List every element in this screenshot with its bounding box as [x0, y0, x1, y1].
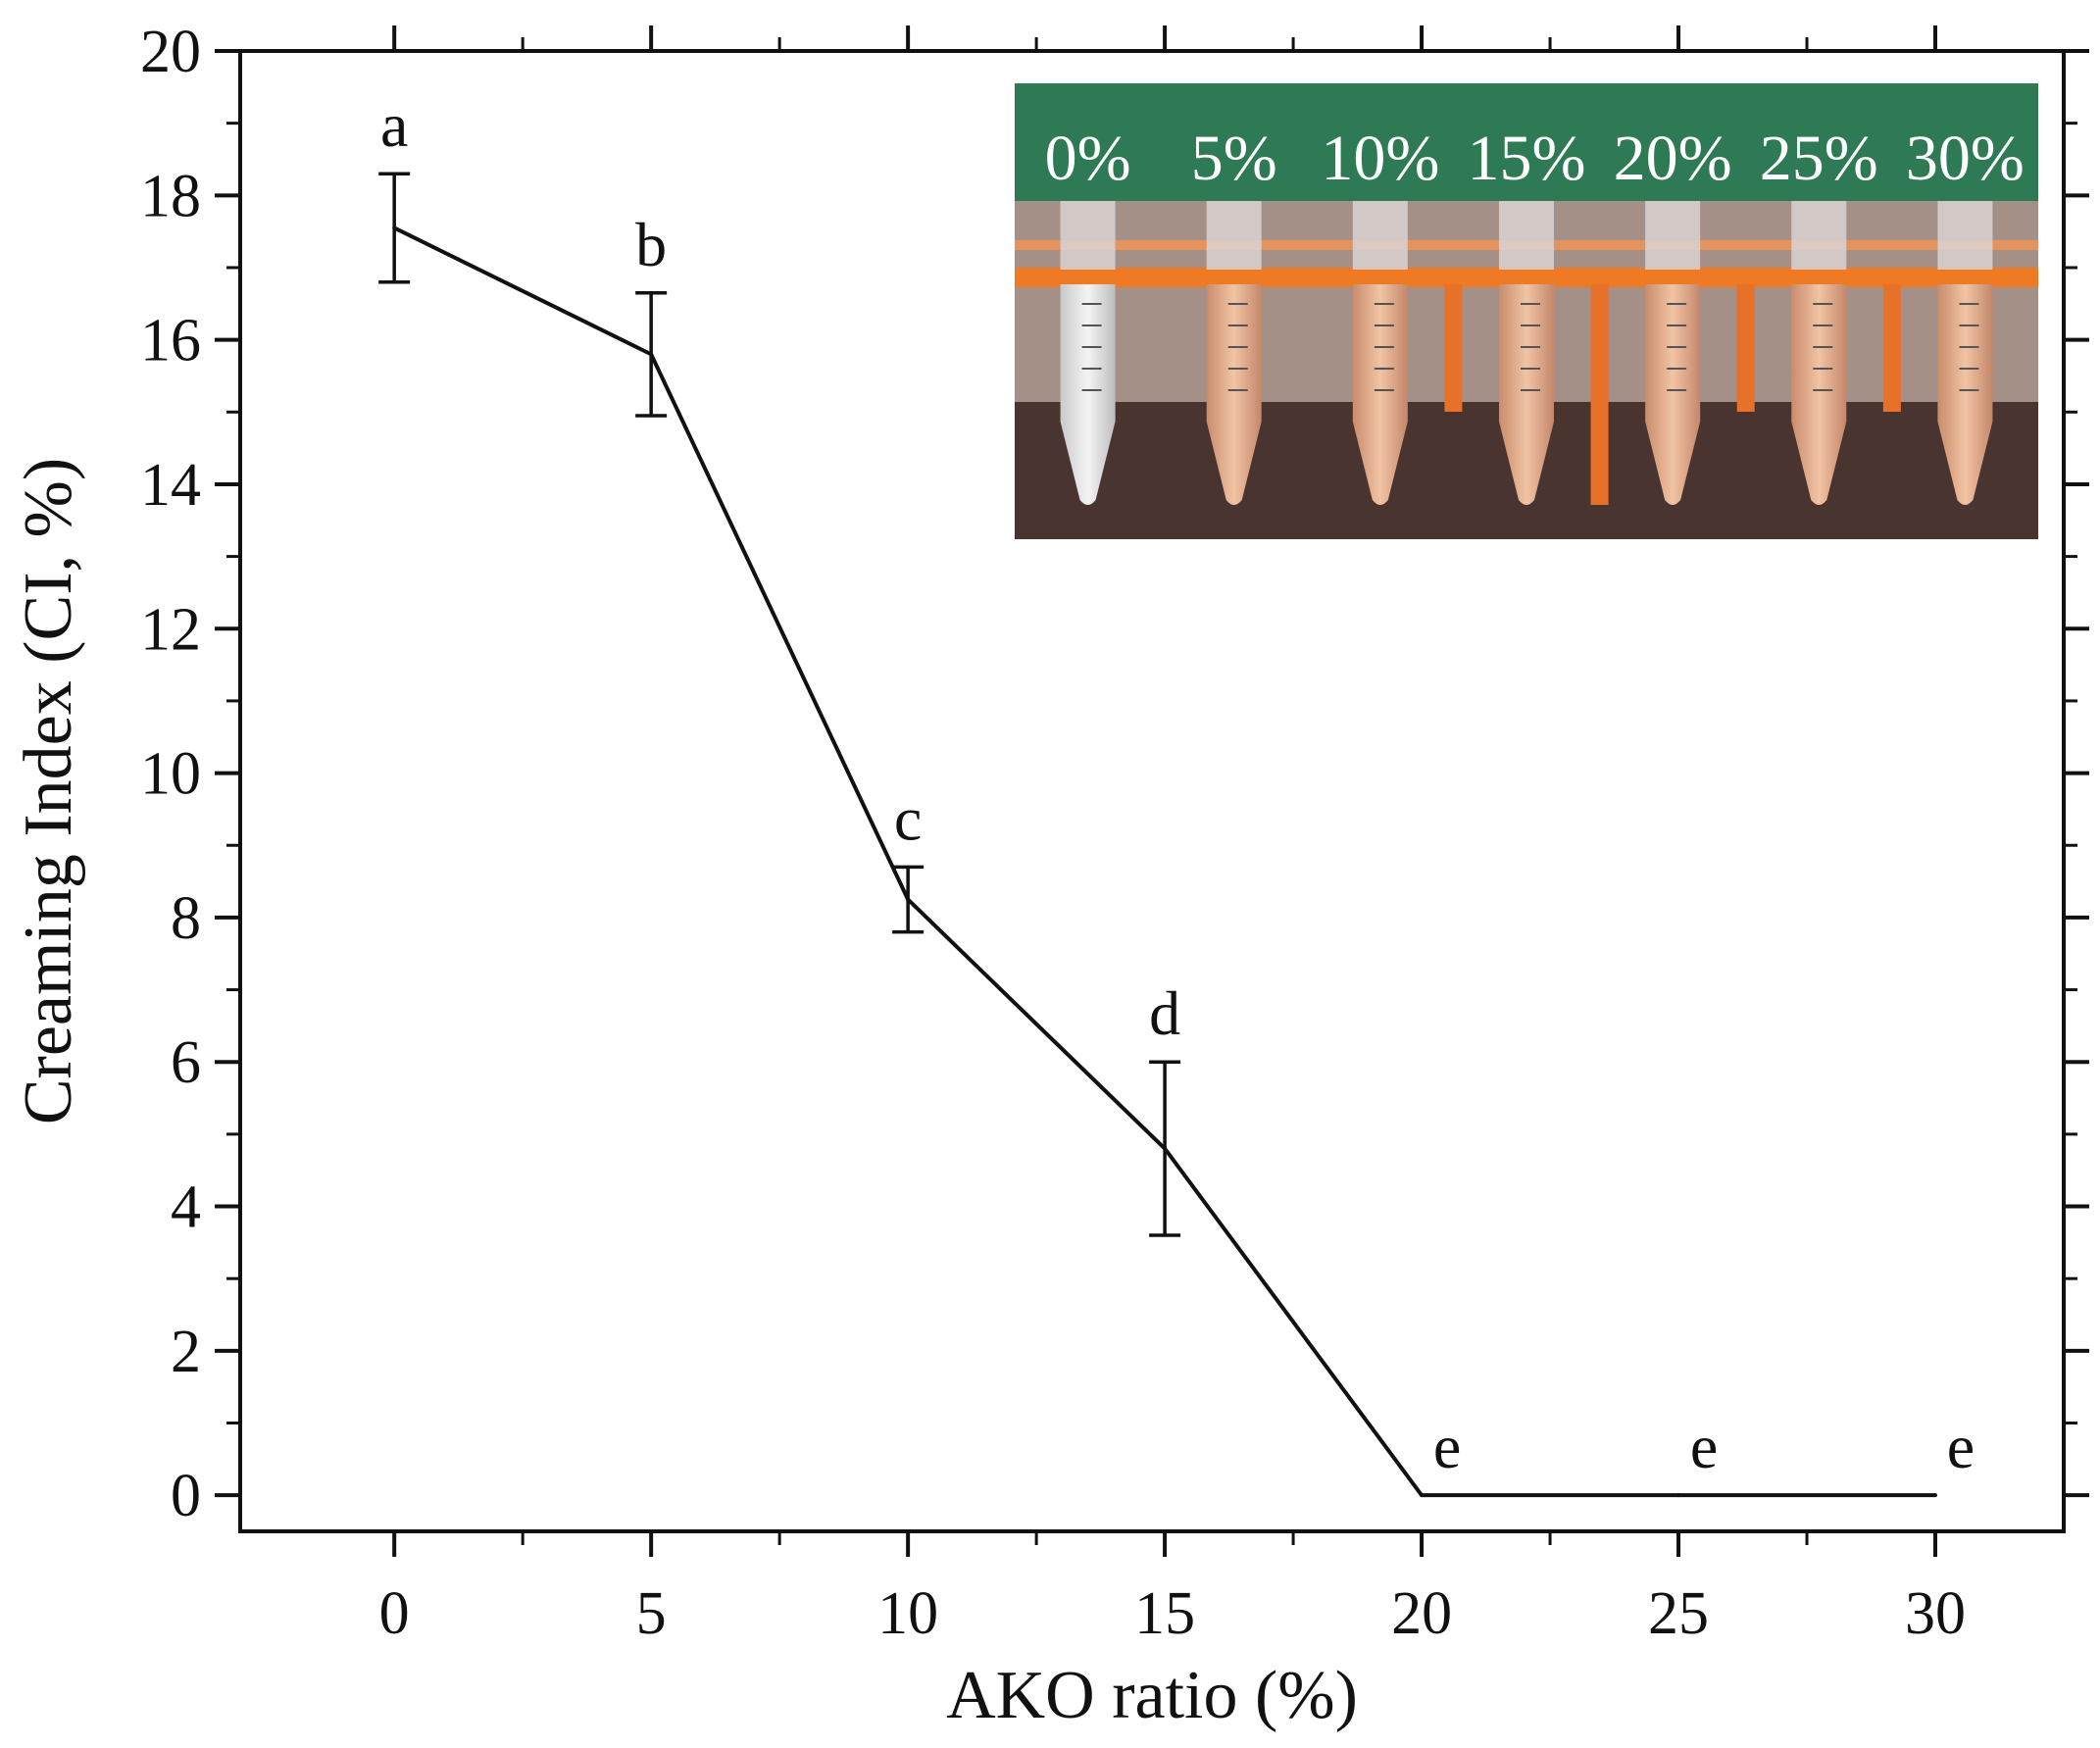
- tube: [1352, 201, 1408, 505]
- rack-post: [1736, 284, 1755, 412]
- tube-cap-section: [1352, 201, 1408, 270]
- tube: [1206, 201, 1262, 505]
- rack-bar: [1015, 268, 2038, 287]
- tube-body: [1352, 284, 1408, 505]
- y-tick-label: 20: [140, 19, 201, 85]
- y-tick-label: 18: [140, 163, 201, 229]
- significance-label: c: [894, 783, 922, 853]
- y-tick-label: 16: [140, 308, 201, 375]
- significance-label: e: [1690, 1412, 1718, 1481]
- inset-label-group: 0% 5% 10% 15% 20% 25% 30%: [1045, 123, 2025, 194]
- inset-label: 15%: [1468, 123, 1586, 194]
- y-tick-label: 10: [140, 741, 201, 808]
- tube-body: [1206, 284, 1262, 505]
- tube-cap-section: [1937, 201, 1993, 270]
- y-axis: 0 2 4 6 8 10 12 14 16 18 20: [140, 19, 2089, 1529]
- inset-label: 0%: [1045, 123, 1131, 194]
- x-tick-label: 25: [1648, 1580, 1709, 1647]
- rack-post: [1444, 284, 1463, 412]
- plot-frame: [238, 49, 2066, 1533]
- data-point: [1676, 1493, 1681, 1498]
- tube-group: [1060, 201, 1993, 505]
- tube-body: [1645, 284, 1701, 505]
- tube: [1937, 201, 1993, 505]
- tube-body: [1060, 284, 1116, 505]
- tube-cap-section: [1060, 201, 1116, 270]
- inset-header-band: [1015, 83, 2038, 201]
- tube-body: [1499, 284, 1554, 505]
- y-tick-label: 14: [140, 452, 201, 519]
- inset-label: 20%: [1614, 123, 1732, 194]
- significance-label: b: [635, 210, 667, 279]
- y-tick-label: 12: [140, 596, 201, 663]
- tube-cap-section: [1499, 201, 1554, 270]
- x-tick-label: 10: [877, 1580, 938, 1647]
- data-series: a b c d e e e: [378, 90, 1975, 1498]
- y-axis-title: Creaming Index (CI, %): [11, 458, 86, 1124]
- rack-post: [1590, 284, 1609, 505]
- y-tick-label: 4: [171, 1174, 201, 1241]
- x-tick-label: 30: [1905, 1580, 1966, 1647]
- tube: [1791, 201, 1847, 505]
- x-axis-title: AKO ratio (%): [946, 1658, 1358, 1733]
- tube: [1645, 201, 1701, 505]
- y-tick-label: 0: [171, 1463, 201, 1529]
- significance-label: e: [1433, 1412, 1461, 1481]
- y-tick-label: 8: [171, 885, 201, 952]
- significance-label: e: [1947, 1412, 1975, 1481]
- inset-label: 25%: [1760, 123, 1878, 194]
- tube-cap-section: [1791, 201, 1847, 270]
- inset-label: 10%: [1321, 123, 1439, 194]
- tube-cap-section: [1206, 201, 1262, 270]
- rack-post: [1882, 284, 1901, 412]
- significance-label: d: [1149, 978, 1180, 1048]
- significance-label: a: [380, 90, 408, 160]
- x-tick-label: 20: [1391, 1580, 1452, 1647]
- x-axis: 0 5 10 15 20 25 30: [379, 25, 1966, 1647]
- data-point: [1933, 1493, 1938, 1498]
- inset-label: 5%: [1191, 123, 1277, 194]
- inset-photo: 0% 5% 10% 15% 20% 25% 30%: [1015, 83, 2038, 539]
- tube-body: [1791, 284, 1847, 505]
- y-tick-label: 6: [171, 1029, 201, 1096]
- x-tick-label: 15: [1134, 1580, 1195, 1647]
- data-point: [1420, 1493, 1425, 1498]
- inset-label: 30%: [1906, 123, 2025, 194]
- x-tick-label: 5: [636, 1580, 667, 1647]
- tube: [1060, 201, 1116, 505]
- x-tick-label: 0: [379, 1580, 410, 1647]
- tube: [1499, 201, 1554, 505]
- tube-body: [1937, 284, 1993, 505]
- tube-cap-section: [1645, 201, 1701, 270]
- y-tick-label: 2: [171, 1319, 201, 1385]
